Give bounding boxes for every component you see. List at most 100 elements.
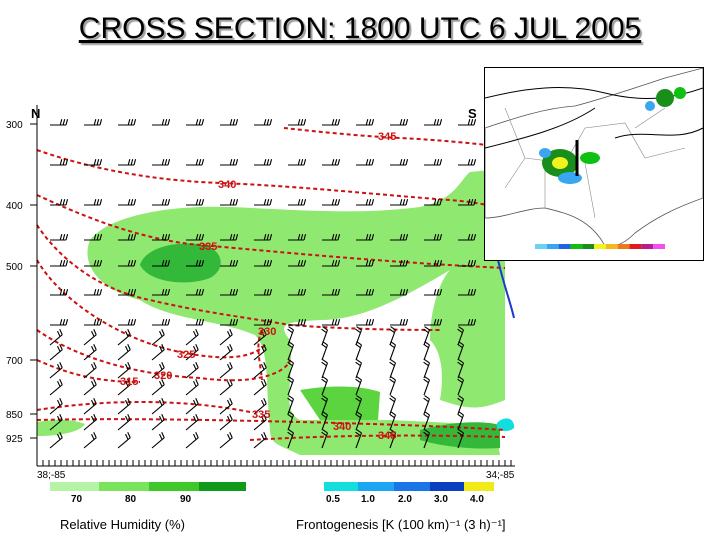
rh-80-core xyxy=(300,386,380,420)
wind-barb xyxy=(186,159,205,166)
wind-barb xyxy=(288,260,307,267)
wind-barb xyxy=(390,260,409,267)
rh-tick-label: 80 xyxy=(125,494,137,505)
wind-barb xyxy=(254,234,273,241)
wind-barb xyxy=(84,159,103,166)
wind-barb xyxy=(424,319,443,326)
wind-barb xyxy=(50,234,69,241)
pressure-tick-marks xyxy=(30,123,37,439)
wind-barb xyxy=(423,326,430,346)
theta-label: 315 xyxy=(120,376,138,388)
wind-barb xyxy=(423,341,430,361)
wind-barb xyxy=(458,319,477,326)
wind-barb xyxy=(355,411,362,431)
rh-legend-bar xyxy=(50,482,246,491)
wind-barb xyxy=(287,376,294,396)
pressure-label: 925 xyxy=(6,434,23,445)
wind-barb xyxy=(151,329,165,346)
fg-tick-label: 4.0 xyxy=(470,494,484,505)
wind-barb xyxy=(321,359,328,379)
wind-barb xyxy=(186,199,205,206)
theta-label: 345 xyxy=(378,131,396,143)
wind-barb xyxy=(50,159,69,166)
wind-barb xyxy=(84,119,103,126)
theta-label-group: 345 340 335 330 325 320 315 335 340 345 xyxy=(120,131,396,442)
wind-barb xyxy=(219,379,233,396)
wind-barb xyxy=(49,432,63,449)
wind-barb xyxy=(118,199,137,206)
wind-barb xyxy=(151,379,165,396)
wind-barb xyxy=(321,341,328,361)
inset-colorbar-swatch xyxy=(641,244,654,249)
wind-barb xyxy=(424,289,443,296)
pressure-label: 850 xyxy=(6,410,23,421)
fg-tick-label: 0.5 xyxy=(326,494,340,505)
wind-barb xyxy=(355,326,362,346)
wind-barb xyxy=(389,326,396,346)
wind-barb xyxy=(253,432,267,449)
wind-barb xyxy=(186,119,205,126)
wind-barb xyxy=(322,234,341,241)
wind-barbs xyxy=(49,119,477,449)
theta-label: 320 xyxy=(154,370,172,382)
wind-barb xyxy=(83,398,97,415)
fg-legend-label: Frontogenesis [K (100 km)⁻¹ (3 h)⁻¹] xyxy=(296,517,506,532)
rh-swatch-3 xyxy=(199,482,246,491)
wind-barb xyxy=(321,326,328,346)
wind-barb xyxy=(457,341,464,361)
wind-barb xyxy=(458,289,477,296)
fg-legend-bar xyxy=(324,482,494,491)
wind-barb xyxy=(457,359,464,379)
wind-barb xyxy=(83,432,97,449)
pressure-label: 500 xyxy=(6,262,23,273)
wind-barb xyxy=(390,199,409,206)
wind-barb xyxy=(254,319,273,326)
wind-barb xyxy=(355,359,362,379)
fg-swatch-0 xyxy=(324,482,358,491)
wind-barb xyxy=(254,159,273,166)
theta-340-upper xyxy=(36,149,506,211)
wind-barb xyxy=(220,289,239,296)
fg-swatch-3 xyxy=(430,482,464,491)
wind-barb xyxy=(152,119,171,126)
wind-barb xyxy=(389,429,396,449)
wind-barb xyxy=(151,344,165,361)
wind-barb xyxy=(287,341,294,361)
inset-radar-echoes xyxy=(539,87,686,184)
inset-state-lines xyxy=(504,107,686,219)
wind-barb xyxy=(185,379,199,396)
wind-barb xyxy=(288,199,307,206)
wind-barb xyxy=(389,359,396,379)
wind-barb xyxy=(152,159,171,166)
wind-barb xyxy=(287,359,294,379)
wind-barb xyxy=(49,362,63,379)
wind-barb xyxy=(84,234,103,241)
wind-barb xyxy=(117,329,131,346)
wind-barb xyxy=(356,119,375,126)
inset-colorbar-swatch xyxy=(570,244,583,249)
wind-barb xyxy=(118,289,137,296)
wind-barb xyxy=(219,362,233,379)
wind-barb xyxy=(117,398,131,415)
wind-barb xyxy=(288,319,307,326)
wind-barb xyxy=(253,379,267,396)
theta-345-lower xyxy=(249,434,506,441)
wind-barb xyxy=(321,411,328,431)
wind-barb xyxy=(220,234,239,241)
rh-90-core xyxy=(140,243,221,283)
wind-barb xyxy=(185,362,199,379)
wind-barb xyxy=(356,234,375,241)
theta-contours xyxy=(36,127,506,441)
theta-320 xyxy=(36,329,291,382)
north-label: N xyxy=(31,106,40,121)
fg-swatch-1 xyxy=(358,482,394,491)
wind-barb xyxy=(458,234,477,241)
wind-barb xyxy=(322,119,341,126)
wind-barb xyxy=(457,429,464,449)
wind-barb xyxy=(185,344,199,361)
wind-barb xyxy=(288,289,307,296)
inset-colorbar-swatch xyxy=(653,244,665,249)
wind-barb xyxy=(186,319,205,326)
wind-barb xyxy=(390,234,409,241)
wind-barb xyxy=(424,260,443,267)
